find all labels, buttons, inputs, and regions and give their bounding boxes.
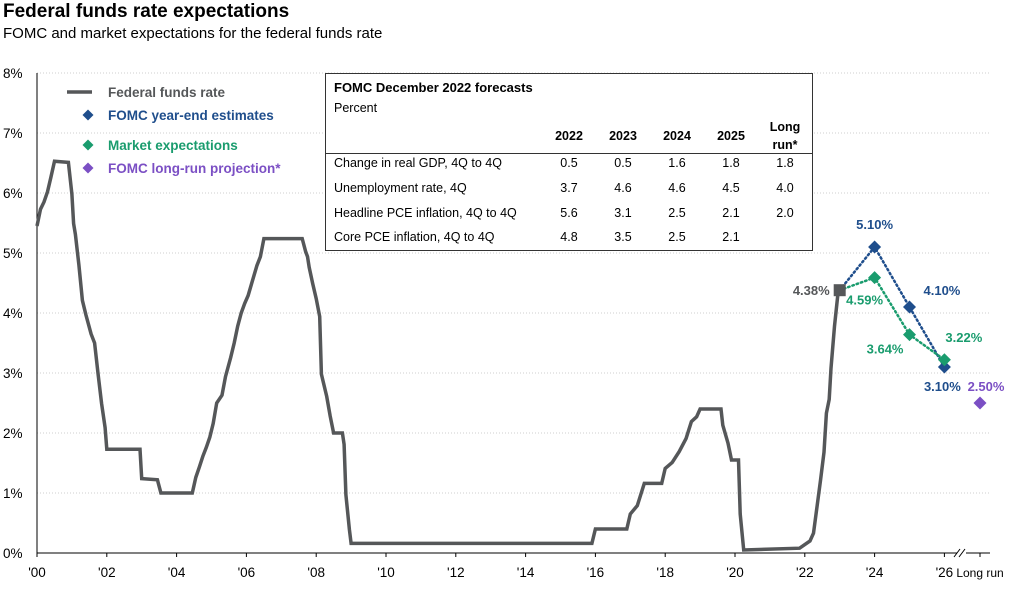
longrun-point	[973, 396, 987, 410]
legend-label: Market expectations	[108, 138, 238, 153]
market-label: 3.22%	[945, 330, 982, 345]
forecast-table-title: FOMC December 2022 forecasts	[334, 80, 533, 95]
chart-subtitle: FOMC and market expectations for the fed…	[3, 25, 383, 42]
x-tick-label: '20	[726, 565, 744, 580]
current-rate-label: 4.38%	[793, 283, 830, 298]
y-tick-label: 1%	[3, 486, 23, 501]
row-label-gdp: Change in real GDP, 4Q to 4Q	[334, 156, 502, 170]
fomc-label: 5.10%	[856, 217, 893, 232]
table-cell: 0.5	[560, 156, 578, 170]
col-header-2022: 2022	[555, 129, 583, 143]
x-tick-label: '18	[656, 565, 674, 580]
table-cell: 3.5	[614, 230, 632, 244]
legend-diamond-icon	[82, 139, 94, 151]
market-projection-line	[838, 276, 946, 362]
y-tick-label: 7%	[3, 126, 23, 141]
fed-funds-rate-line	[35, 159, 842, 552]
y-tick-label: 2%	[3, 426, 23, 441]
fomc-point	[903, 300, 916, 314]
x-tick-label: '12	[447, 565, 465, 580]
market-label: 4.59%	[846, 293, 883, 308]
fomc-projection-line	[838, 244, 946, 369]
fomc-label: 4.10%	[924, 283, 961, 298]
col-header-2023: 2023	[609, 129, 637, 143]
legend-diamond-icon	[82, 162, 94, 174]
row-label-headline-pce: Headline PCE inflation, 4Q to 4Q	[334, 206, 517, 220]
table-cell: 4.6	[614, 181, 632, 195]
legend-label: Federal funds rate	[108, 85, 226, 100]
col-header-2025: 2025	[717, 129, 745, 143]
row-label-core-pce: Core PCE inflation, 4Q to 4Q	[334, 230, 495, 244]
y-tick-label: 0%	[3, 546, 23, 561]
table-cell: 5.6	[560, 206, 578, 220]
fomc-label: 3.10%	[924, 379, 961, 394]
table-cell: 2.5	[668, 230, 686, 244]
fomc-point	[868, 240, 882, 254]
x-tick-label: '22	[796, 565, 814, 580]
x-tick-label: '06	[238, 565, 256, 580]
table-cell: 3.1	[614, 206, 632, 220]
x-tick-label: '16	[587, 565, 605, 580]
table-cell: 0.5	[614, 156, 632, 170]
table-cell: 2.1	[722, 230, 740, 244]
x-tick-label: '14	[517, 565, 535, 580]
table-cell: 4.6	[668, 181, 686, 195]
table-cell: 1.8	[776, 156, 794, 170]
axis-break-icon	[953, 548, 966, 558]
x-tick-label: Long run	[956, 566, 1003, 580]
market-point	[868, 271, 882, 285]
forecast-table-subtitle: Percent	[334, 101, 378, 115]
forecast-table: FOMC December 2022 forecasts Percent 202…	[325, 73, 813, 251]
table-cell: 3.7	[560, 181, 578, 195]
fomc-point	[937, 360, 951, 374]
x-tick-label: '08	[307, 565, 325, 580]
y-tick-label: 8%	[3, 66, 23, 81]
table-cell: 2.1	[722, 206, 740, 220]
table-cell: 2.5	[668, 206, 686, 220]
market-point	[903, 328, 916, 342]
y-tick-label: 3%	[3, 366, 23, 381]
legend-label: FOMC year-end estimates	[108, 108, 274, 123]
x-tick-label: '24	[866, 565, 884, 580]
x-tick-label: '02	[98, 565, 116, 580]
x-tick-label: '04	[168, 565, 186, 580]
x-tick-label: '00	[28, 565, 46, 580]
market-label: 3.64%	[867, 342, 904, 357]
x-tick-label: '10	[377, 565, 395, 580]
current-rate-marker	[833, 284, 846, 297]
table-cell: 4.8	[560, 230, 578, 244]
market-point	[937, 353, 951, 367]
y-tick-label: 4%	[3, 306, 23, 321]
legend-diamond-icon	[82, 109, 94, 121]
x-tick-label: '26	[936, 565, 954, 580]
col-header-long: Long	[769, 120, 801, 134]
table-cell: 4.5	[722, 181, 740, 195]
table-cell: 2.0	[776, 206, 794, 220]
table-cell: 4.0	[776, 181, 794, 195]
y-tick-label: 5%	[3, 246, 23, 261]
row-label-unemployment: Unemployment rate, 4Q	[334, 181, 467, 195]
col-header-2024: 2024	[663, 129, 691, 143]
table-cell: 1.6	[668, 156, 686, 170]
table-divider	[326, 153, 812, 154]
col-header-run: run*	[772, 138, 798, 152]
y-tick-label: 6%	[3, 186, 23, 201]
longrun-label: 2.50%	[968, 379, 1005, 394]
table-cell: 1.8	[722, 156, 740, 170]
legend-label: FOMC long-run projection*	[108, 161, 281, 176]
chart-title: Federal funds rate expectations	[3, 1, 290, 22]
